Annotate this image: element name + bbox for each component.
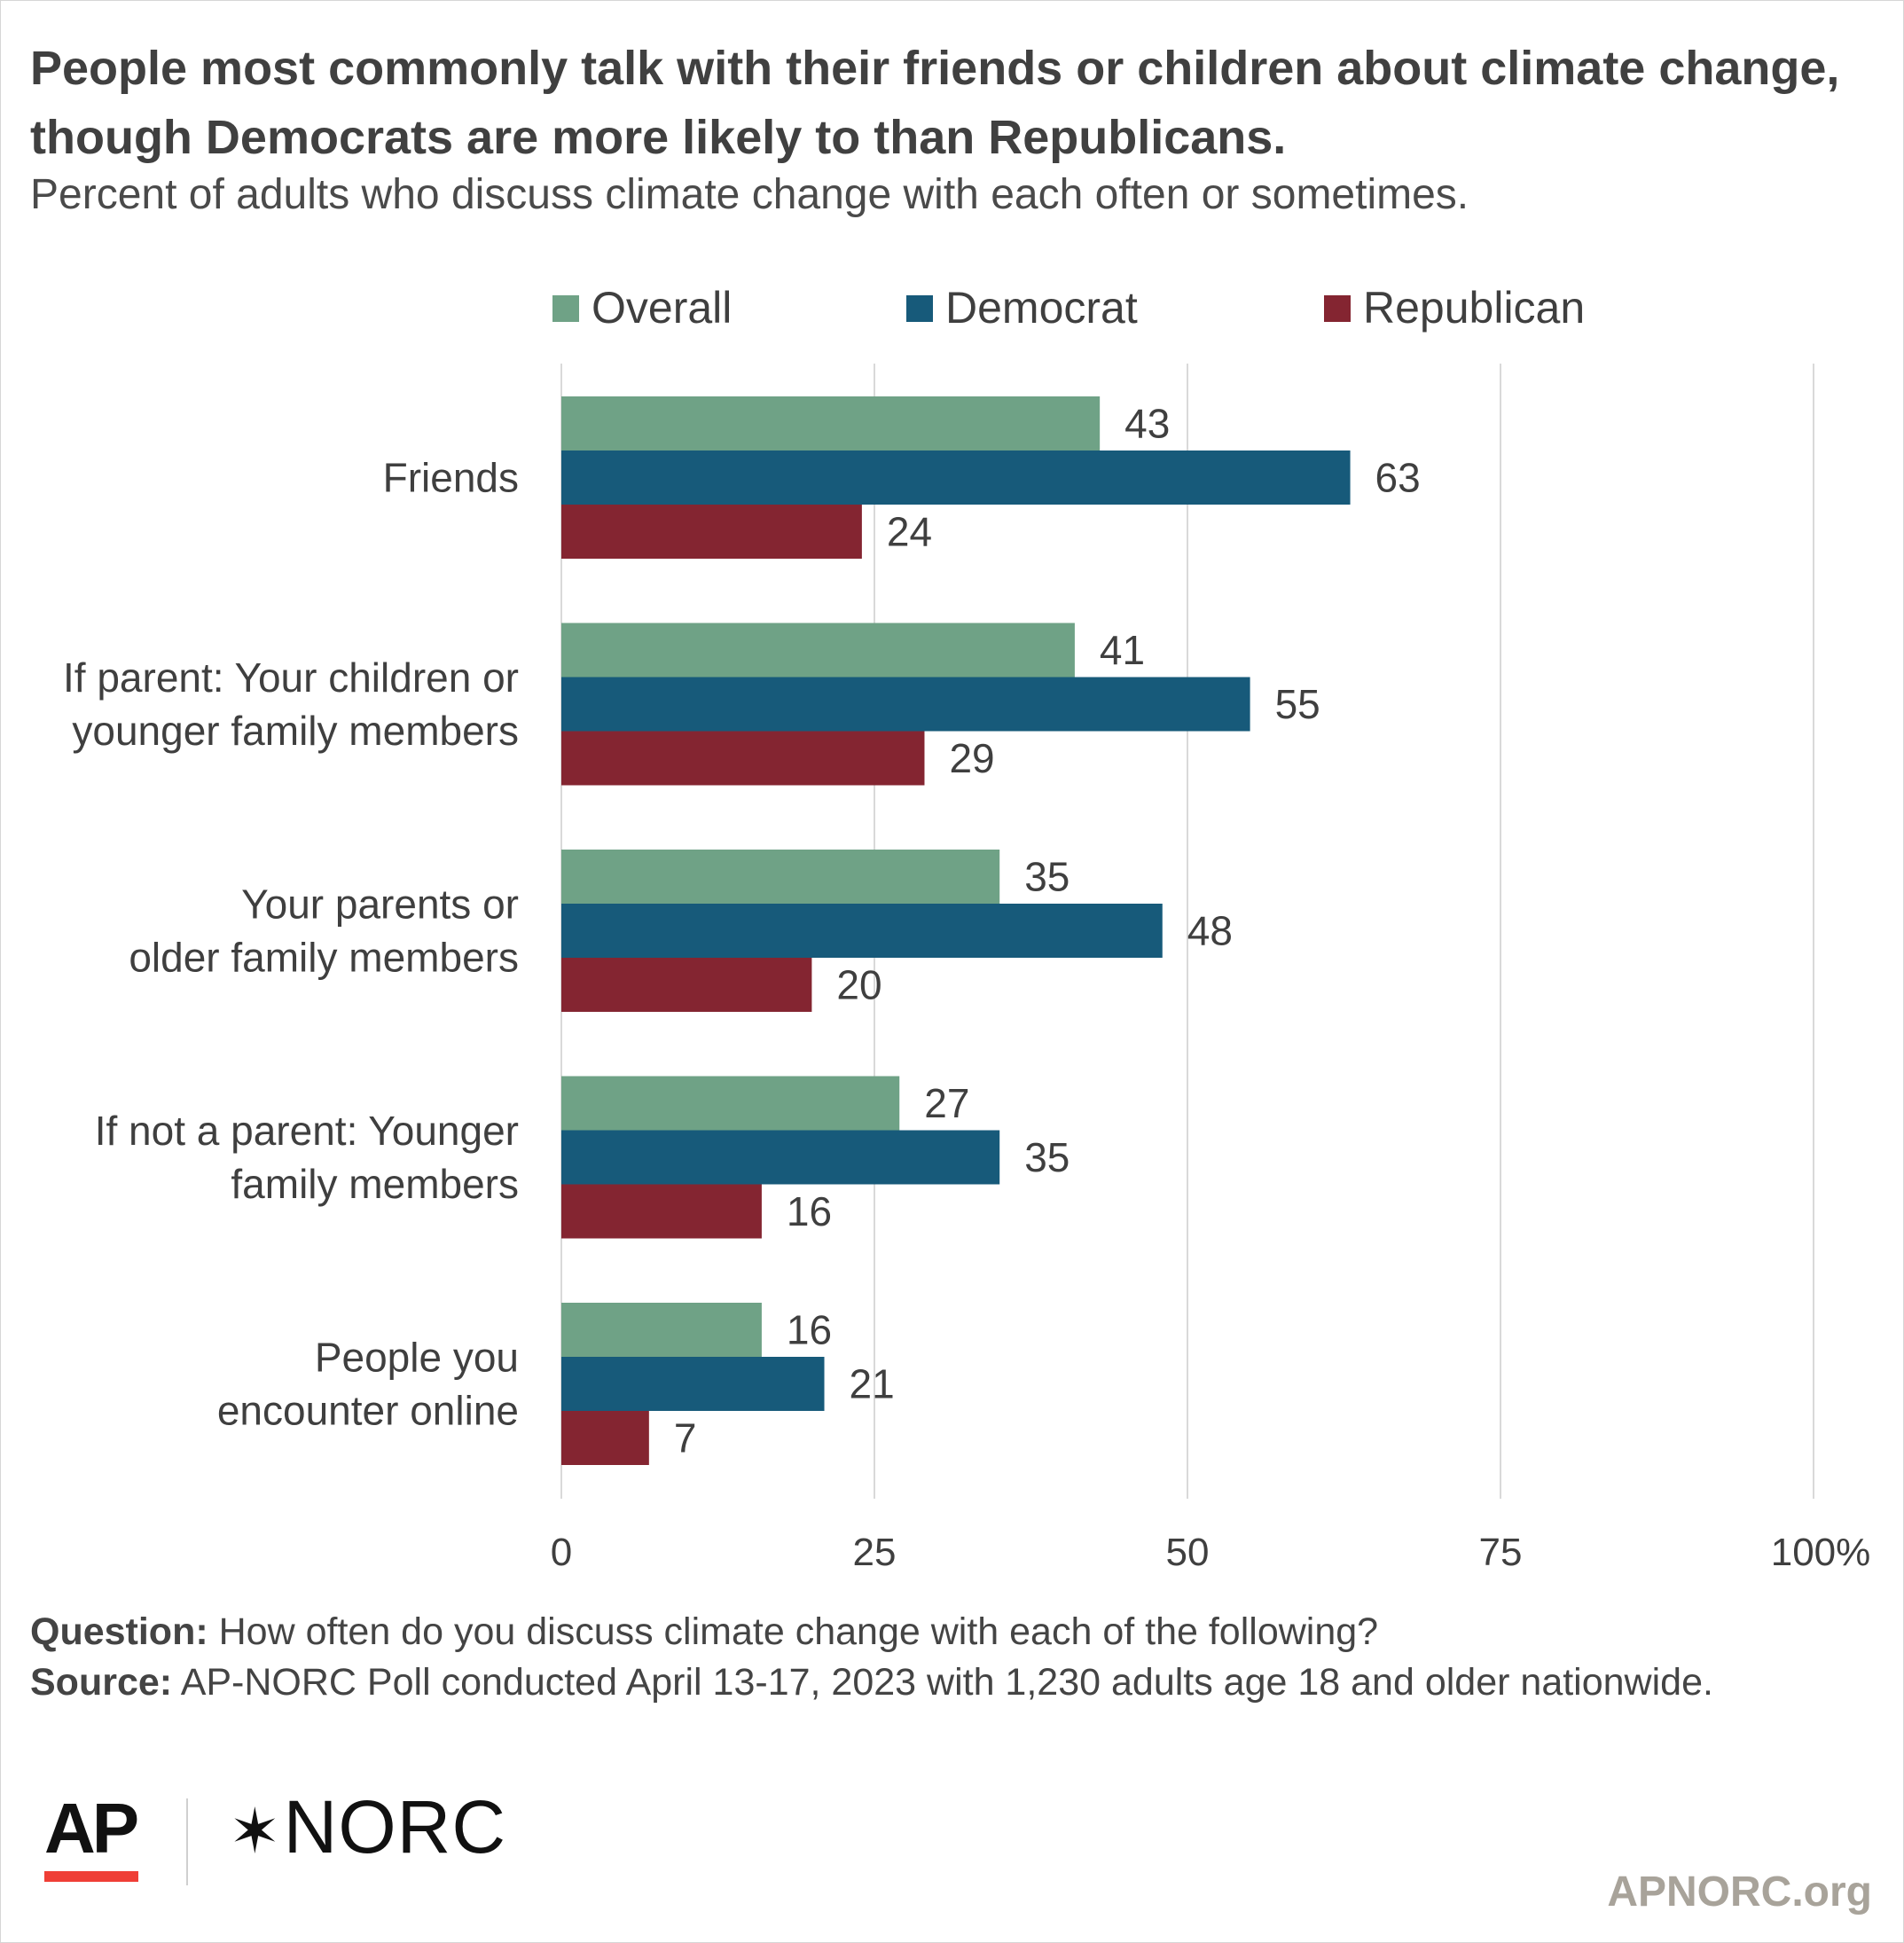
data-label: 29	[949, 735, 994, 781]
legend-swatch	[1324, 295, 1351, 322]
category-label: If not a parent: Younger family members	[95, 1108, 519, 1207]
data-label: 35	[1024, 854, 1070, 900]
category-label-line: Your parents or	[241, 881, 519, 928]
chart-title: People most commonly talk with their fri…	[30, 42, 1840, 164]
bar	[561, 958, 812, 1012]
bar	[561, 623, 1075, 678]
bars	[561, 396, 1351, 1465]
question-text: How often do you discuss climate change …	[218, 1610, 1379, 1653]
data-label: 21	[850, 1361, 895, 1407]
bar	[561, 1411, 649, 1465]
bar	[561, 450, 1351, 505]
category-label: If parent: Your children or younger famil…	[63, 654, 519, 754]
category-label-line: If parent: Your children or	[63, 654, 519, 701]
chart-subtitle: Percent of adults who discuss climate ch…	[30, 171, 1469, 218]
ap-logo: AP	[44, 1789, 139, 1868]
bar	[561, 731, 925, 786]
chart-notes: Question: How often do you discuss clima…	[30, 1607, 1804, 1708]
question-line: Question: How often do you discuss clima…	[30, 1607, 1804, 1657]
x-tick-label: 0	[551, 1531, 572, 1574]
data-label: 27	[924, 1080, 969, 1126]
source-label: Source:	[30, 1661, 173, 1704]
data-label: 48	[1187, 908, 1233, 954]
norc-logo: ✶NORC	[229, 1790, 506, 1869]
data-label: 41	[1100, 627, 1145, 673]
data-label: 55	[1275, 681, 1320, 727]
data-label: 7	[674, 1415, 697, 1461]
category-label-line: If not a parent: Younger	[95, 1108, 519, 1154]
x-tick-label: 100%	[1771, 1531, 1871, 1574]
bar	[561, 1357, 825, 1411]
value-labels: 43 63 24 41 55 29 35 48 20 27 35 16 16 21 7	[674, 401, 1421, 1461]
bar-chart: Overall Democrat Republican 43 63 24 41 55 29 35…	[63, 283, 1871, 1574]
bar	[561, 904, 1163, 958]
category-label-line: younger family members	[72, 708, 519, 754]
data-label: 20	[836, 962, 881, 1008]
data-label: 43	[1124, 401, 1170, 447]
bar	[561, 1130, 1000, 1185]
x-tick-label: 50	[1166, 1531, 1210, 1574]
norc-star-icon: ✶	[229, 1797, 282, 1866]
category-label-line: family members	[231, 1161, 519, 1207]
legend-label: Republican	[1363, 283, 1585, 333]
data-label: 63	[1375, 455, 1421, 501]
legend-swatch	[906, 295, 933, 322]
x-tick-label: 25	[853, 1531, 897, 1574]
data-label: 35	[1024, 1134, 1070, 1180]
norc-logo-text: NORC	[283, 1785, 506, 1869]
source-text: AP-NORC Poll conducted April 13-17, 2023…	[180, 1661, 1713, 1704]
bar	[561, 1184, 762, 1239]
x-tick-label: 75	[1479, 1531, 1523, 1574]
category-label-line: encounter online	[217, 1388, 519, 1434]
category-label-line: People you	[315, 1335, 519, 1381]
bar	[561, 677, 1250, 732]
question-label: Question:	[30, 1610, 208, 1653]
legend-swatch	[552, 295, 579, 322]
bar	[561, 1303, 762, 1357]
bar	[561, 1076, 900, 1131]
data-label: 16	[787, 1307, 832, 1353]
legend-label: Democrat	[945, 283, 1138, 333]
bar	[561, 850, 1000, 904]
logo-divider	[186, 1798, 188, 1885]
apnorc-site-link[interactable]: APNORC.org	[1607, 1869, 1872, 1916]
legend-label: Overall	[592, 283, 732, 333]
category-label: Your parents or older family members	[129, 881, 519, 981]
data-label: 24	[887, 509, 932, 555]
category-label: People you encounter online	[217, 1335, 519, 1434]
category-label-line: Friends	[383, 455, 519, 501]
category-label-line: older family members	[129, 935, 519, 981]
category-label: Friends	[383, 455, 519, 501]
ap-logo-underline	[44, 1871, 138, 1882]
bar	[561, 396, 1101, 450]
legend: Overall Democrat Republican	[552, 283, 1585, 333]
category-labels: Friends If parent: Your children or younge…	[63, 455, 519, 1434]
x-axis-ticks: 0 25 50 75 100%	[551, 1531, 1871, 1574]
source-line: Source: AP-NORC Poll conducted April 13-…	[30, 1657, 1804, 1708]
data-label: 16	[787, 1188, 832, 1234]
bar	[561, 505, 862, 559]
